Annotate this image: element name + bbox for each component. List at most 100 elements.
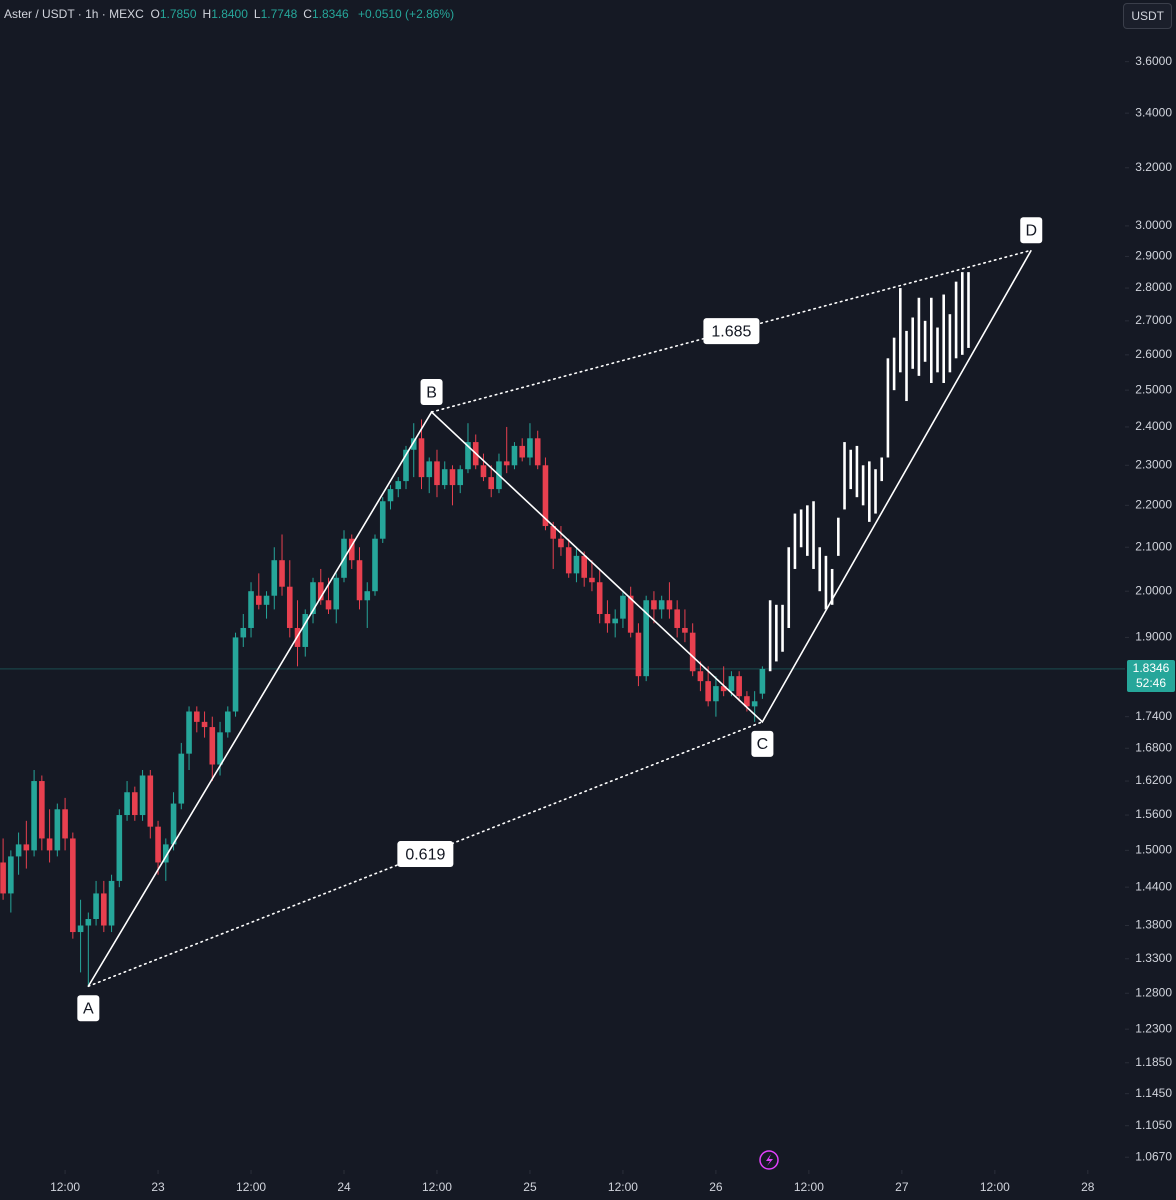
y-tick-label: 2.2000: [1135, 498, 1172, 512]
projection-bar: [812, 501, 815, 569]
ohlc-key: C: [303, 7, 312, 21]
y-tick-label: 3.4000: [1135, 105, 1172, 119]
symbol: Aster / USDT · 1h · MEXC: [4, 7, 144, 21]
ohlc-value: 1.8346: [311, 7, 349, 21]
candle-body: [604, 614, 611, 624]
candle-body: [302, 614, 309, 647]
candle-body: [441, 469, 448, 486]
x-tick-label: 27: [895, 1180, 909, 1194]
candle-body: [201, 721, 208, 728]
y-tick-label: 2.7000: [1135, 313, 1172, 327]
point-label-text: C: [757, 736, 769, 753]
y-tick-label: 2.3000: [1135, 457, 1172, 471]
candle-body: [248, 591, 254, 628]
projection-bar: [799, 509, 803, 548]
y-tick-label: 1.2800: [1135, 985, 1172, 999]
projection-bar: [880, 457, 884, 482]
candle-body: [255, 595, 262, 605]
y-tick-label: 2.5000: [1135, 382, 1172, 396]
candle-body: [395, 481, 402, 490]
ohlc-key: O: [150, 7, 160, 21]
y-tick-label: 1.9000: [1135, 630, 1172, 644]
candle-body: [620, 595, 626, 619]
x-tick-label: 24: [337, 1180, 351, 1194]
y-tick-label: 2.4000: [1135, 419, 1172, 433]
candle-body: [271, 560, 278, 596]
point-label: D: [1020, 217, 1043, 244]
projection-bar: [787, 547, 791, 628]
candle-body: [705, 681, 711, 702]
projection-bar: [942, 294, 945, 383]
ratio-label: 1.685: [703, 318, 760, 345]
candle-body: [410, 438, 417, 450]
candle-body: [418, 438, 425, 478]
y-tick-label: 1.5000: [1135, 843, 1172, 857]
y-tick-label: 2.8000: [1135, 280, 1172, 294]
projection-bar: [781, 604, 784, 652]
candle-body: [534, 438, 541, 466]
point-label: A: [77, 995, 100, 1022]
y-tick-label: 1.1450: [1135, 1086, 1172, 1100]
point-label-box: [751, 730, 774, 757]
candle-body: [15, 844, 22, 857]
candle-body: [209, 727, 216, 765]
projection-bar: [917, 297, 921, 376]
currency-button[interactable]: USDT: [1123, 3, 1172, 29]
candle-body: [488, 477, 495, 490]
candle-body: [379, 501, 386, 539]
x-tick-label: 12:00: [794, 1180, 824, 1194]
lightning-icon[interactable]: [759, 1150, 779, 1170]
candle-body: [240, 627, 247, 638]
candle-body: [550, 526, 557, 539]
candle-body: [85, 918, 92, 926]
candle-body: [310, 582, 316, 615]
projection-bar: [793, 513, 797, 569]
candle-body: [39, 781, 45, 839]
projection-bar: [868, 461, 871, 522]
point-label-box: [420, 379, 443, 406]
candle-body: [728, 676, 735, 692]
candle-body: [325, 600, 332, 610]
projection-bar: [849, 449, 853, 490]
y-tick-label: 3.0000: [1135, 218, 1172, 232]
pattern-line: [87, 249, 1032, 987]
projection-bar: [899, 288, 902, 373]
candle-body: [163, 844, 169, 863]
y-tick-label: 1.3300: [1135, 951, 1172, 965]
projection-bar: [960, 272, 964, 355]
candle-body: [46, 838, 53, 851]
candle-body: [612, 618, 618, 624]
candle-body: [542, 465, 549, 527]
candle-body: [70, 838, 76, 933]
y-tick-label: 2.9000: [1135, 249, 1172, 263]
ratio-label-text: 0.619: [405, 846, 445, 863]
point-label: B: [420, 379, 443, 406]
projection-bar: [936, 327, 939, 373]
price-tag-box: [1127, 659, 1175, 692]
projection-bar: [930, 297, 933, 383]
projection-bar: [954, 281, 958, 359]
projection-bar: [892, 337, 896, 391]
candle-body: [317, 582, 324, 601]
candle-body: [77, 925, 84, 933]
candle-body: [449, 469, 456, 486]
candle-body: [465, 442, 471, 470]
x-tick-label: 28: [1081, 1180, 1095, 1194]
point-label-text: D: [1025, 222, 1037, 239]
candle-body: [139, 775, 146, 816]
change: +0.0510 (+2.86%): [358, 7, 455, 21]
candle-body: [720, 686, 727, 692]
y-tick-label: 3.2000: [1135, 160, 1172, 174]
ratio-label-text: 1.685: [711, 323, 751, 340]
ohlc-key: H: [202, 7, 212, 21]
x-tick-label: 12:00: [422, 1180, 452, 1194]
y-tick-label: 2.1000: [1135, 539, 1172, 553]
x-tick-label: 12:00: [980, 1180, 1010, 1194]
candle-body: [759, 668, 766, 694]
y-tick-label: 1.4400: [1135, 879, 1172, 893]
candle-body: [372, 538, 378, 592]
candle-body: [751, 701, 758, 707]
candle-body: [62, 809, 68, 839]
ratio-label-box: [397, 841, 454, 868]
